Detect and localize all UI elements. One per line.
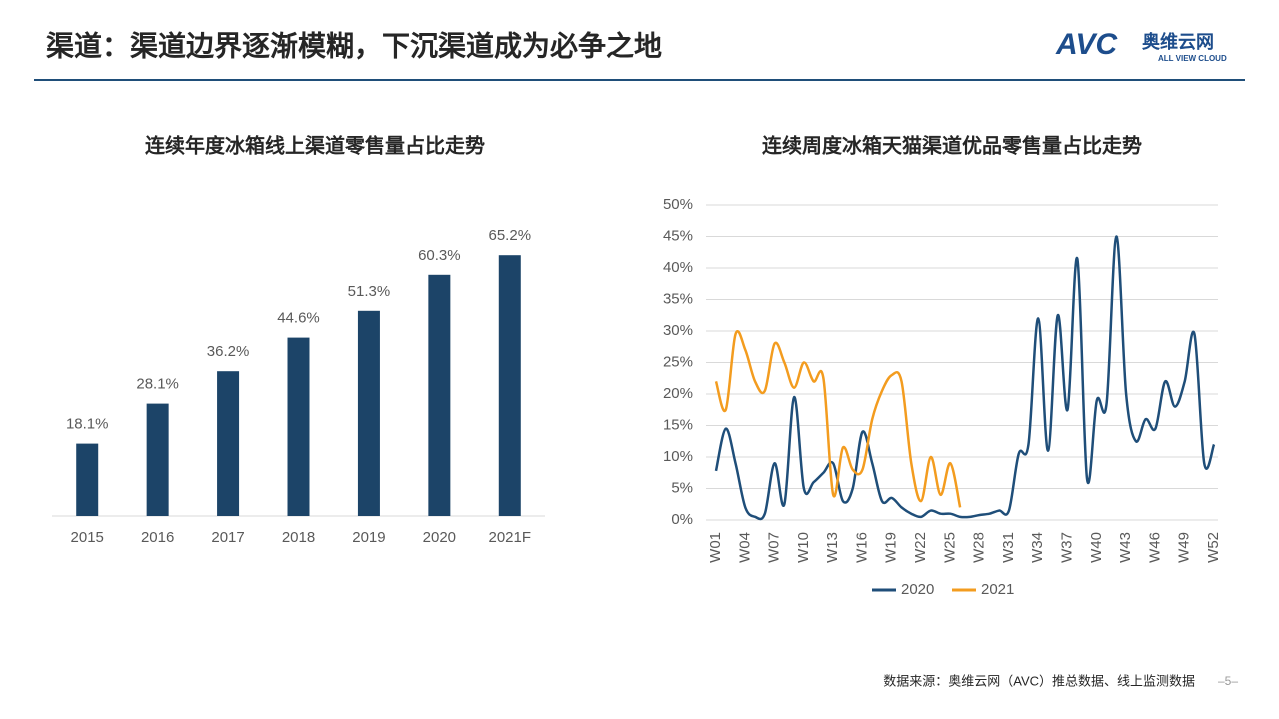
- slide-title: 渠道：渠道边界逐渐模糊，下沉渠道成为必争之地: [46, 29, 662, 61]
- x-tick-label: 2017: [211, 529, 244, 546]
- line-series: [714, 235, 1216, 521]
- legend-label: 2021: [981, 581, 1014, 598]
- x-tick-label: W28: [971, 532, 988, 563]
- y-tick-label: 30%: [663, 322, 693, 339]
- x-tick-label: W07: [766, 532, 783, 563]
- x-tick-label: W25: [941, 532, 958, 563]
- y-tick-label: 45%: [663, 227, 693, 244]
- x-tick-label: W04: [736, 532, 753, 563]
- line-series: [714, 330, 962, 508]
- logo-name: 奥维云网: [1142, 31, 1214, 52]
- bar: [357, 310, 380, 516]
- bar: [287, 337, 310, 516]
- y-tick-label: 10%: [663, 448, 693, 465]
- x-tick-label: W01: [707, 532, 724, 563]
- x-tick-label: 2020: [423, 529, 456, 546]
- x-tick-label: W52: [1205, 532, 1222, 563]
- x-tick-label: 2019: [352, 529, 385, 546]
- x-tick-label: W49: [1176, 532, 1193, 563]
- x-tick-label: W43: [1117, 532, 1134, 563]
- chart-title: 连续周度冰箱天猫渠道优品零售量占比走势: [762, 133, 1142, 157]
- x-tick-label: 2015: [71, 529, 104, 546]
- x-tick-label: W22: [912, 532, 929, 563]
- source-note: 数据来源：奥维云网（AVC）推总数据、线上监测数据: [883, 673, 1195, 688]
- x-tick-label: W10: [795, 532, 812, 563]
- bar: [146, 403, 169, 516]
- bar: [217, 371, 240, 516]
- y-tick-label: 20%: [663, 385, 693, 402]
- y-tick-label: 50%: [663, 196, 693, 213]
- x-tick-label: 2016: [141, 529, 174, 546]
- x-tick-label: W31: [1000, 532, 1017, 563]
- bar: [498, 255, 521, 516]
- bar: [76, 443, 99, 516]
- y-tick-label: 0%: [671, 511, 693, 528]
- y-tick-label: 35%: [663, 290, 693, 307]
- x-tick-label: 2018: [282, 529, 315, 546]
- chart-title: 连续年度冰箱线上渠道零售量占比走势: [145, 133, 485, 157]
- x-tick-label: W16: [853, 532, 870, 563]
- x-tick-label: W19: [883, 532, 900, 563]
- x-tick-label: W40: [1088, 532, 1105, 563]
- x-tick-label: 2021F: [489, 529, 532, 546]
- data-label: 60.3%: [418, 247, 461, 264]
- y-tick-label: 40%: [663, 259, 693, 276]
- x-tick-label: W34: [1029, 532, 1046, 563]
- page-number: –5–: [1218, 674, 1238, 688]
- y-tick-label: 15%: [663, 416, 693, 433]
- data-label: 65.2%: [489, 227, 532, 244]
- data-label: 18.1%: [66, 416, 109, 433]
- data-label: 36.2%: [207, 343, 250, 360]
- logo-tagline: ALL VIEW CLOUD: [1158, 54, 1227, 63]
- bar: [428, 274, 451, 516]
- x-tick-label: W37: [1058, 532, 1075, 563]
- y-tick-label: 25%: [663, 353, 693, 370]
- x-tick-label: W13: [824, 532, 841, 563]
- data-label: 28.1%: [136, 376, 179, 393]
- data-label: 51.3%: [348, 283, 391, 300]
- x-tick-label: W46: [1146, 532, 1163, 563]
- data-label: 44.6%: [277, 310, 320, 327]
- y-tick-label: 5%: [671, 479, 693, 496]
- legend-label: 2020: [901, 581, 934, 598]
- logo-brand: AVC: [1055, 28, 1118, 61]
